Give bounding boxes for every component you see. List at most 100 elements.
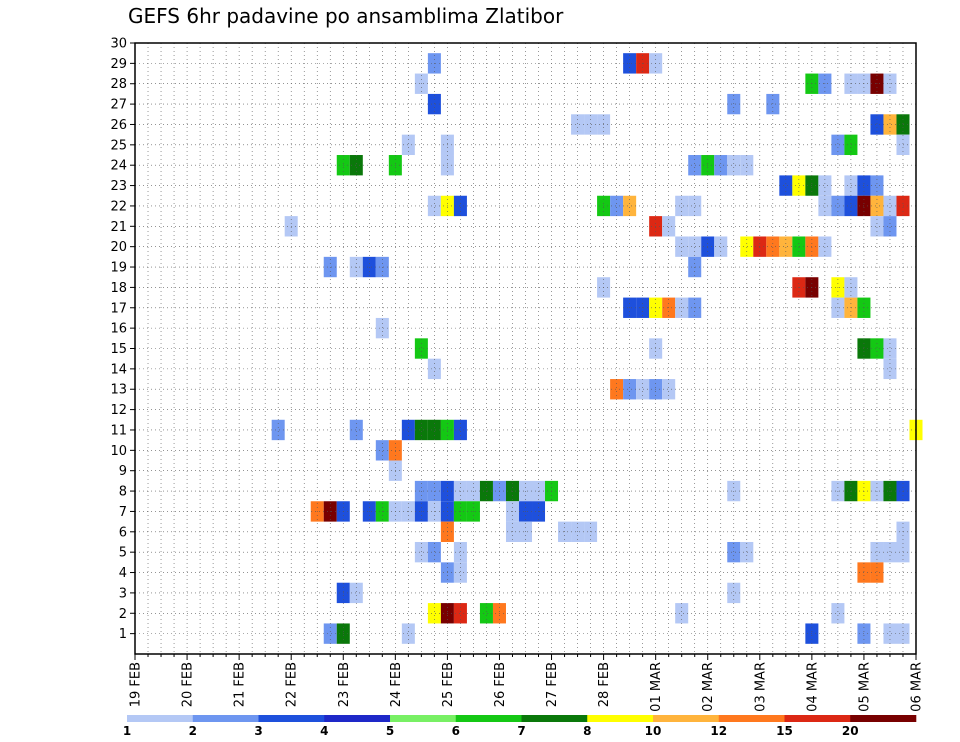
x-tick-label: 23 FEB (337, 662, 352, 707)
colorbar-swatch (455, 715, 522, 722)
precip-cell (375, 317, 389, 339)
precip-cell (870, 541, 884, 563)
precip-cell (662, 216, 676, 237)
precip-cell (844, 195, 858, 217)
y-tick-label: 2 (119, 607, 127, 622)
x-tick-label: 02 MAR (701, 662, 716, 712)
precip-cell (740, 155, 754, 176)
y-tick-label: 6 (119, 525, 127, 540)
precip-cell (688, 195, 702, 217)
y-tick-label: 24 (110, 159, 127, 174)
precip-cell (427, 603, 441, 624)
colorbar-label: 20 (842, 724, 859, 738)
y-tick-label: 3 (119, 586, 127, 601)
y-tick-label: 26 (110, 118, 127, 133)
precip-cell (727, 541, 741, 563)
colorbar-swatch (587, 715, 654, 722)
precip-cell (870, 562, 884, 583)
y-tick-label: 9 (119, 464, 127, 479)
precip-cell (831, 603, 845, 624)
colorbar-swatch (258, 715, 325, 722)
precip-cell (727, 582, 741, 604)
precip-cell (870, 114, 884, 135)
precip-cell (453, 541, 467, 563)
colorbar-label: 12 (710, 724, 727, 738)
colorbar-label: 8 (583, 724, 591, 738)
precip-cell (896, 195, 910, 217)
precip-cell (883, 358, 897, 380)
colorbar-label: 5 (386, 724, 394, 738)
x-tick-label: 27 FEB (545, 662, 560, 707)
precip-cell (714, 236, 728, 257)
precip-cell (427, 541, 441, 563)
precip-cell (766, 236, 780, 257)
precip-cell (883, 623, 897, 644)
colorbar-label: 2 (189, 724, 197, 738)
precip-cell (740, 541, 754, 563)
x-tick-label: 26 FEB (493, 662, 508, 707)
y-tick-label: 22 (110, 199, 127, 214)
colorbar-swatch (324, 715, 391, 722)
y-tick-label: 4 (119, 566, 127, 581)
precip-cell (323, 623, 337, 644)
precip-cell (844, 134, 858, 156)
precip-cell (636, 379, 650, 400)
precip-cell (883, 216, 897, 237)
precip-cell (792, 236, 806, 257)
chart-title: GEFS 6hr padavine po ansamblima Zlatibor (128, 4, 564, 28)
precip-cell (818, 195, 832, 217)
plot-frame (134, 42, 917, 655)
precip-cell (662, 379, 676, 400)
y-axis: 1234567891011121314151617181920212223242… (110, 37, 135, 642)
precip-cell (623, 379, 637, 400)
y-tick-label: 21 (110, 220, 127, 235)
y-tick-label: 25 (110, 138, 127, 153)
precip-cell (675, 603, 689, 624)
x-tick-label: 21 FEB (233, 662, 248, 707)
precip-cell (349, 582, 363, 604)
y-tick-label: 13 (110, 383, 127, 398)
precip-cell (714, 155, 728, 176)
x-tick-label: 05 MAR (857, 662, 872, 712)
precip-cell (675, 236, 689, 257)
colorbar-swatch (784, 715, 851, 722)
x-tick-label: 24 FEB (389, 662, 404, 707)
precip-cell (831, 195, 845, 217)
grid-layer (135, 43, 916, 654)
precip-cell (896, 541, 910, 563)
precip-cell (896, 114, 910, 135)
precip-cell (896, 134, 910, 156)
precip-cell (870, 338, 884, 359)
precip-cell (401, 419, 415, 441)
precip-cell (870, 195, 884, 217)
y-tick-label: 17 (110, 301, 127, 316)
x-tick-label: 04 MAR (805, 662, 820, 712)
x-tick-label: 03 MAR (753, 662, 768, 712)
precip-cell (896, 623, 910, 644)
precip-cell (414, 541, 428, 563)
precip-cell (414, 338, 428, 359)
y-tick-label: 1 (119, 627, 127, 642)
colorbar-label: 7 (517, 724, 525, 738)
precip-cell (727, 93, 741, 115)
y-tick-label: 16 (110, 322, 127, 337)
x-tick-label: 28 FEB (597, 662, 612, 707)
precip-cell (779, 236, 793, 257)
y-tick-label: 20 (110, 240, 127, 255)
precip-cell (453, 562, 467, 583)
colorbar-swatch (521, 715, 588, 722)
colorbar-swatch (850, 715, 917, 722)
precip-cell (831, 134, 845, 156)
x-tick-label: 01 MAR (649, 662, 664, 712)
y-tick-label: 8 (119, 485, 127, 500)
precip-cell (740, 236, 754, 257)
precip-cell (766, 93, 780, 115)
colorbar-swatch (718, 715, 785, 722)
precip-cell (453, 419, 467, 441)
x-axis: 19 FEB 20 FEB 21 FEB 22 FEB 23 FEB 24 FEB 25 F… (129, 654, 925, 712)
precip-cell (779, 175, 793, 196)
colorbar-swatch (192, 715, 259, 722)
y-tick-label: 27 (110, 98, 127, 113)
colorbar-label: 10 (645, 724, 662, 738)
